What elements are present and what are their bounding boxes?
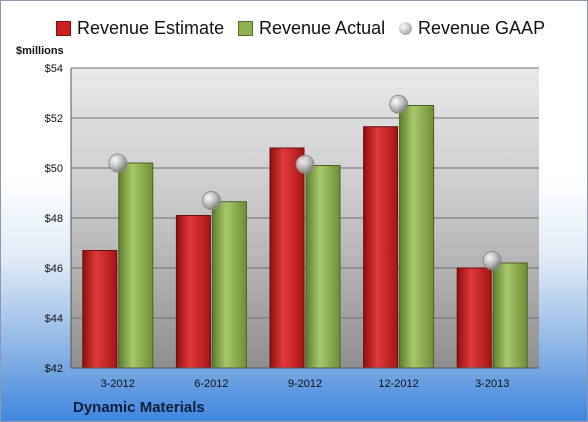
legend-label-gaap: Revenue GAAP: [418, 17, 546, 38]
y-tick-label: $44: [45, 313, 63, 325]
bar-revenue-actual: [118, 162, 154, 369]
legend-label-estimate: Revenue Estimate: [77, 17, 225, 38]
y-tick-label: $52: [45, 113, 63, 125]
legend-item-actual: Revenue Actual: [238, 15, 385, 41]
bar-revenue-actual: [211, 201, 247, 369]
bar-revenue-actual: [492, 262, 528, 369]
marker-revenue-gaap: [108, 153, 128, 173]
legend-item-estimate: Revenue Estimate: [56, 15, 224, 41]
y-units-label: $millions: [16, 45, 64, 57]
y-tick-label: $46: [45, 263, 63, 275]
bar-revenue-estimate: [175, 215, 211, 369]
y-tick-label: $54: [45, 63, 63, 75]
legend-item-gaap: Revenue GAAP: [399, 15, 545, 41]
x-tick-label: 3-2012: [101, 378, 135, 390]
x-tick-label: 12-2012: [378, 378, 418, 390]
x-tick-label: 9-2012: [288, 378, 322, 390]
bar-revenue-estimate: [363, 126, 399, 369]
x-tick-label: 3-2013: [475, 378, 509, 390]
bar-revenue-actual: [399, 105, 435, 369]
y-tick-label: $50: [45, 163, 63, 175]
bar-revenue-estimate: [456, 267, 492, 369]
bar-revenue-actual: [305, 165, 341, 369]
legend: Revenue Estimate Revenue Actual Revenue …: [1, 15, 587, 41]
legend-swatch-gaap: [399, 21, 412, 35]
y-tick-label: $42: [45, 363, 63, 375]
legend-label-actual: Revenue Actual: [259, 17, 386, 38]
bar-revenue-estimate: [82, 250, 118, 369]
marker-revenue-gaap: [201, 191, 221, 210]
marker-revenue-gaap: [482, 251, 502, 270]
company-name: Dynamic Materials: [73, 399, 205, 416]
x-tick-label: 6-2012: [194, 378, 228, 390]
legend-swatch-actual: [238, 20, 253, 36]
legend-swatch-estimate: [56, 20, 71, 36]
marker-revenue-gaap: [295, 154, 315, 174]
y-tick-label: $48: [45, 213, 63, 225]
marker-revenue-gaap: [389, 94, 409, 114]
bar-revenue-estimate: [269, 147, 305, 369]
